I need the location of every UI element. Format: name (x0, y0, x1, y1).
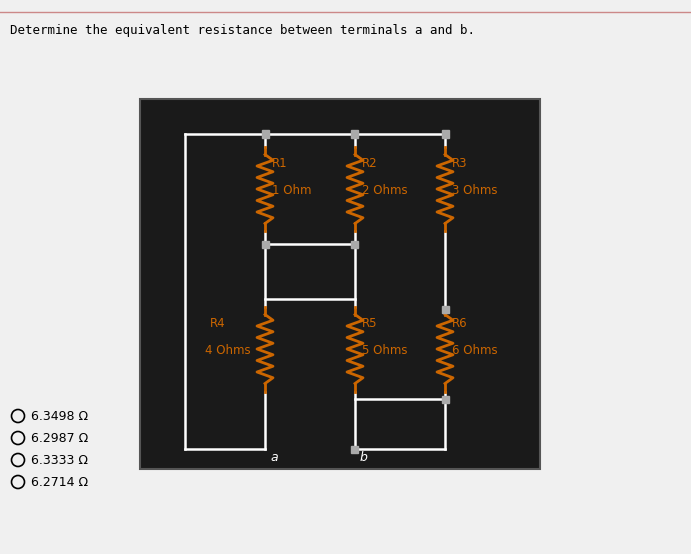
Text: 1 Ohm: 1 Ohm (272, 184, 312, 197)
Bar (261, 131, 269, 137)
Text: 3 Ohms: 3 Ohms (452, 184, 498, 197)
Text: 6.2714 Ω: 6.2714 Ω (31, 475, 88, 489)
Text: R1: R1 (272, 157, 287, 170)
Bar (352, 131, 359, 137)
Text: R3: R3 (452, 157, 468, 170)
Bar (352, 445, 359, 453)
Text: R4: R4 (210, 317, 226, 330)
Bar (442, 396, 448, 403)
Text: 6.3333 Ω: 6.3333 Ω (31, 454, 88, 466)
Text: 6 Ohms: 6 Ohms (452, 344, 498, 357)
Text: 6.3498 Ω: 6.3498 Ω (31, 409, 88, 423)
Text: 4 Ohms: 4 Ohms (205, 344, 251, 357)
Text: R2: R2 (362, 157, 377, 170)
Bar (442, 305, 448, 312)
FancyBboxPatch shape (140, 99, 540, 469)
Text: 2 Ohms: 2 Ohms (362, 184, 408, 197)
Text: 5 Ohms: 5 Ohms (362, 344, 408, 357)
Bar (261, 240, 269, 248)
Text: Determine the equivalent resistance between terminals a and b.: Determine the equivalent resistance betw… (10, 24, 475, 37)
Text: R5: R5 (362, 317, 377, 330)
Bar (352, 240, 359, 248)
Bar (442, 131, 448, 137)
Text: 6.2987 Ω: 6.2987 Ω (31, 432, 88, 444)
Text: a: a (270, 451, 278, 464)
Text: b: b (360, 451, 368, 464)
Text: R6: R6 (452, 317, 468, 330)
